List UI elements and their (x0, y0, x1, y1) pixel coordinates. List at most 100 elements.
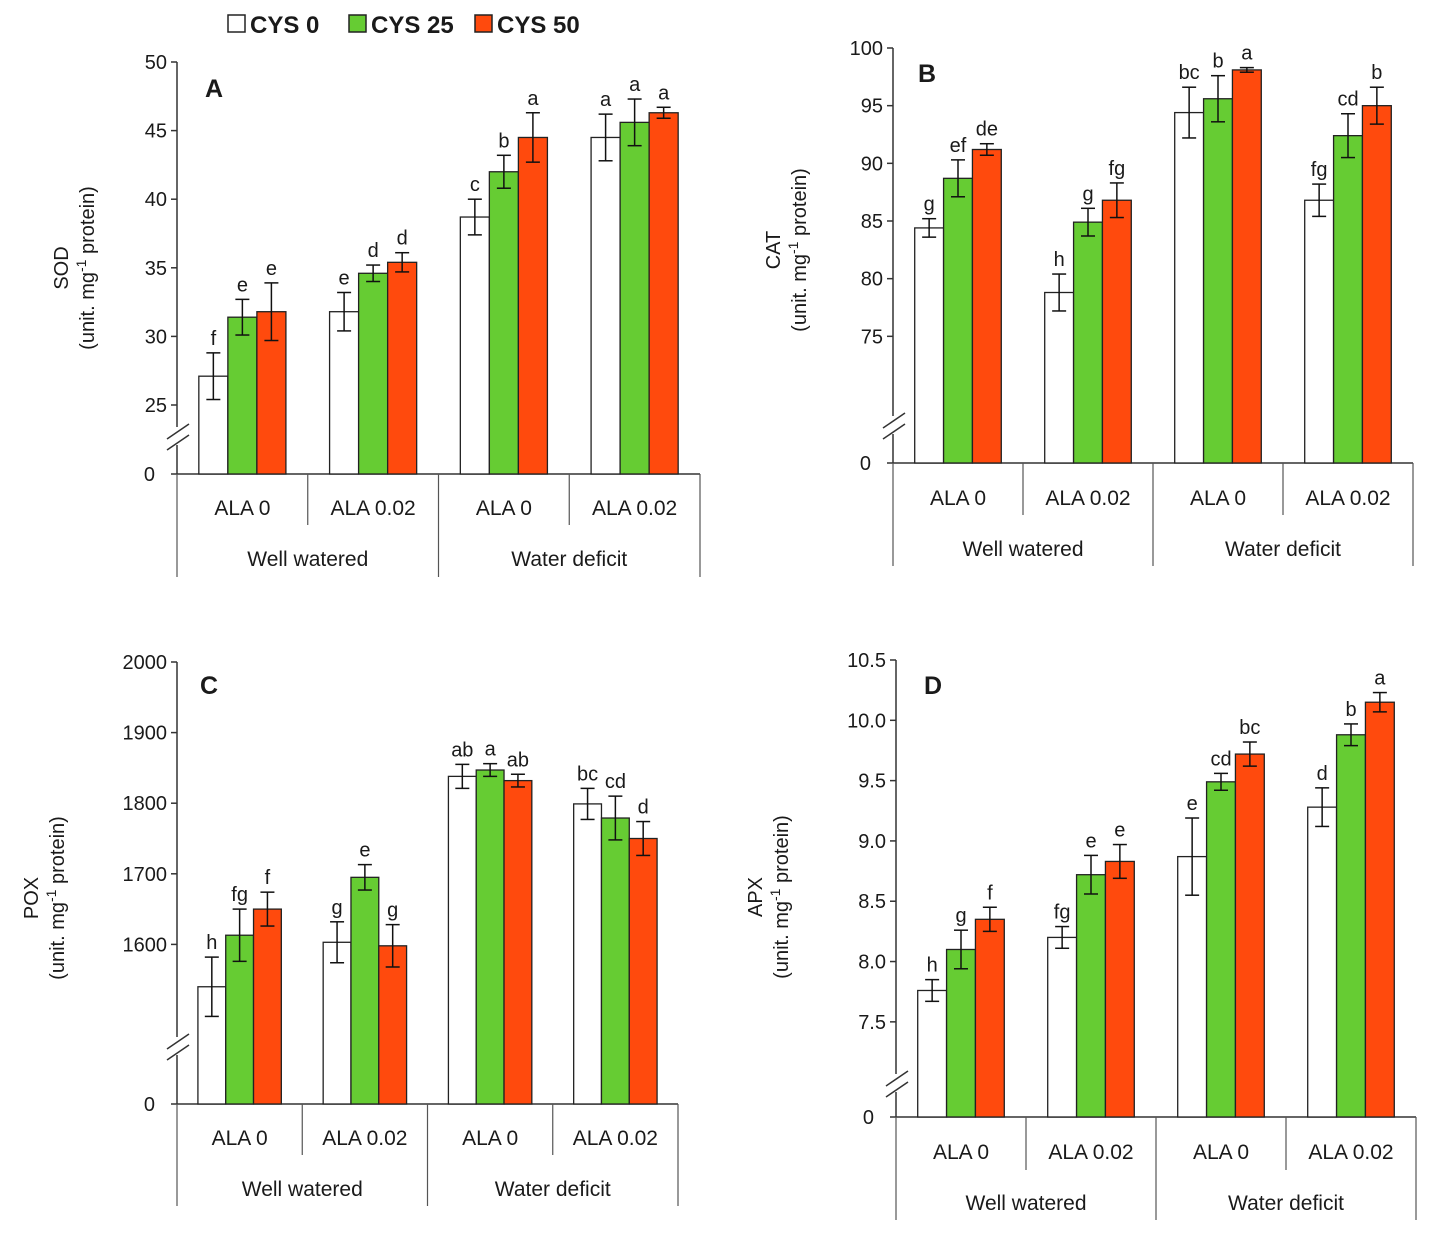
significance-letter: a (629, 74, 641, 96)
category-label: ALA 0.02 (322, 1127, 407, 1150)
y-tick-label-zero: 0 (144, 464, 155, 486)
bar (600, 817, 630, 1105)
axis-break-mark (166, 1044, 190, 1061)
legend-swatch (348, 14, 367, 33)
category-label: ALA 0 (476, 497, 532, 520)
y-tick-label: 80 (861, 269, 883, 291)
y-tick-label: 8.0 (858, 952, 886, 974)
bar (447, 775, 477, 1105)
legend-label: CYS 50 (497, 12, 580, 39)
bar (590, 136, 621, 475)
bar (917, 989, 948, 1118)
bar (1364, 701, 1395, 1118)
bar (328, 311, 360, 475)
bar (1072, 221, 1104, 464)
category-label: ALA 0.02 (592, 497, 677, 520)
significance-letter: e (339, 267, 350, 289)
bar (1101, 199, 1132, 464)
significance-letter: d (638, 797, 649, 819)
category-label: ALA 0 (462, 1127, 518, 1150)
y-tick-label: 2000 (123, 652, 168, 674)
y-tick-label: 9.0 (858, 831, 886, 853)
significance-letter: b (1345, 699, 1356, 721)
significance-letter: de (976, 119, 998, 141)
y-tick-label: 10.5 (847, 650, 886, 672)
legend: CYS 0 CYS 25 CYS 50 (227, 12, 580, 39)
y-axis-title: SOD (51, 246, 73, 289)
y-tick-label: 100 (850, 38, 883, 60)
significance-letter: cd (1210, 748, 1231, 770)
y-tick-label: 30 (145, 326, 167, 348)
significance-letter: a (600, 89, 612, 111)
significance-letter: e (237, 274, 248, 296)
y-axis-unit: (unit. mg-1 protein) (43, 816, 69, 980)
axis-break-mark (166, 1033, 190, 1050)
significance-letter: g (955, 905, 966, 927)
bar (252, 908, 282, 1105)
group-label: Water deficit (1228, 1192, 1344, 1215)
significance-letter: g (387, 900, 398, 922)
group-label: Well watered (242, 1178, 363, 1201)
y-tick-label: 1800 (123, 793, 168, 815)
bar (1304, 199, 1335, 464)
bar (1174, 111, 1205, 464)
bar (1044, 291, 1075, 464)
bar (1335, 734, 1367, 1118)
y-axis-unit: (unit. mg-1 protein) (767, 815, 793, 979)
bar (971, 148, 1002, 464)
significance-letter: g (924, 194, 935, 216)
bar (1104, 860, 1135, 1118)
bar (945, 948, 977, 1118)
panel-letter: C (200, 672, 218, 700)
bar (1234, 753, 1265, 1118)
group-label: Water deficit (1225, 538, 1341, 561)
group-label: Well watered (966, 1192, 1087, 1215)
bar (974, 918, 1005, 1118)
significance-letter: e (1085, 830, 1096, 852)
y-tick-label: 9.5 (858, 771, 886, 793)
y-tick-label: 90 (861, 153, 883, 175)
panel-letter: A (205, 75, 223, 103)
legend-swatch (474, 14, 493, 33)
category-label: ALA 0.02 (573, 1127, 658, 1150)
group-label: Water deficit (511, 548, 627, 571)
y-tick-label: 1900 (123, 723, 168, 745)
bar (488, 171, 520, 475)
y-tick-label: 35 (145, 258, 167, 280)
bar (628, 837, 658, 1105)
significance-letter: f (987, 882, 993, 904)
y-tick-label: 40 (145, 189, 167, 211)
panel-letter: D (924, 672, 942, 700)
significance-letter: e (1187, 793, 1198, 815)
y-tick-label: 1600 (123, 934, 168, 956)
y-tick-label-zero: 0 (860, 453, 871, 475)
category-label: ALA 0 (214, 497, 270, 520)
significance-letter: a (527, 88, 539, 110)
category-label: ALA 0.02 (1045, 487, 1130, 510)
category-label: ALA 0 (212, 1127, 268, 1150)
bar (1332, 135, 1364, 464)
bar (1361, 105, 1392, 464)
category-label: ALA 0 (1193, 1141, 1249, 1164)
category-label: ALA 0.02 (331, 497, 416, 520)
significance-letter: a (1374, 668, 1386, 690)
significance-letter: f (211, 328, 217, 350)
significance-letter: ab (451, 739, 473, 761)
significance-letter: h (1054, 249, 1065, 271)
bar (227, 316, 258, 475)
significance-letter: h (927, 955, 938, 977)
category-label: ALA 0.02 (1308, 1141, 1393, 1164)
bar (914, 227, 945, 464)
significance-letter: fg (1109, 158, 1126, 180)
bar (386, 261, 418, 475)
bar (573, 803, 603, 1105)
significance-letter: d (397, 228, 408, 250)
axis-break-mark (166, 423, 190, 440)
